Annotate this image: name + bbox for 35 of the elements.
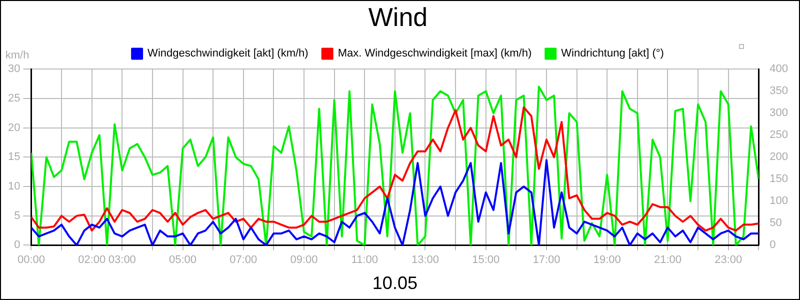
x-tick-label: 07:00 bbox=[230, 254, 258, 266]
y-axis-title: km/h bbox=[5, 50, 30, 62]
legend-label: Windrichtung [akt] (°) bbox=[561, 48, 664, 60]
y-tick-label: 0 bbox=[14, 239, 20, 252]
x-tick-label: 09:00 bbox=[290, 254, 318, 266]
y2-tick-label: 300 bbox=[770, 107, 788, 120]
legend-label: Windgeschwindigkeit [akt] (km/h) bbox=[148, 48, 308, 60]
y2-tick-label: 50 bbox=[770, 217, 782, 230]
y-tick-label: 10 bbox=[8, 180, 20, 193]
x-tick-label: 05:00 bbox=[169, 254, 197, 266]
y2-tick-label: 100 bbox=[770, 195, 788, 208]
chart-title: Wind bbox=[368, 2, 428, 32]
y2-tick-label: 200 bbox=[770, 151, 788, 164]
x-tick-label: 00:00 bbox=[17, 254, 45, 266]
x-tick-label: 17:00 bbox=[532, 254, 560, 266]
y2-tick-label: 250 bbox=[770, 129, 788, 142]
x-axis-title: 10.05 bbox=[372, 273, 418, 294]
y-tick-label: 25 bbox=[8, 92, 20, 105]
x-tick-label: 03:00 bbox=[108, 254, 136, 266]
x-tick-label: 23:00 bbox=[714, 254, 742, 266]
y2-tick-label: 400 bbox=[770, 63, 788, 76]
y2-tick-label: 150 bbox=[770, 173, 788, 186]
y-tick-label: 5 bbox=[14, 210, 20, 222]
x-tick-label: 11:00 bbox=[351, 254, 378, 266]
x-tick-label: 21:00 bbox=[654, 254, 682, 266]
x-tick-label: 15:00 bbox=[472, 254, 500, 266]
y2-tick-label: 0 bbox=[770, 239, 776, 252]
y2-tick-label: 350 bbox=[770, 85, 788, 98]
x-tick-label: 19:00 bbox=[593, 254, 621, 266]
y-tick-label: 20 bbox=[8, 122, 20, 134]
x-tick-label: 13:00 bbox=[411, 254, 440, 266]
y-tick-label: 30 bbox=[8, 63, 20, 76]
legend-label: Max. Windgeschwindigkeit [max] (km/h) bbox=[338, 48, 532, 60]
x-tick-label: 02:00 bbox=[78, 254, 106, 266]
y-tick-label: 15 bbox=[8, 151, 20, 164]
